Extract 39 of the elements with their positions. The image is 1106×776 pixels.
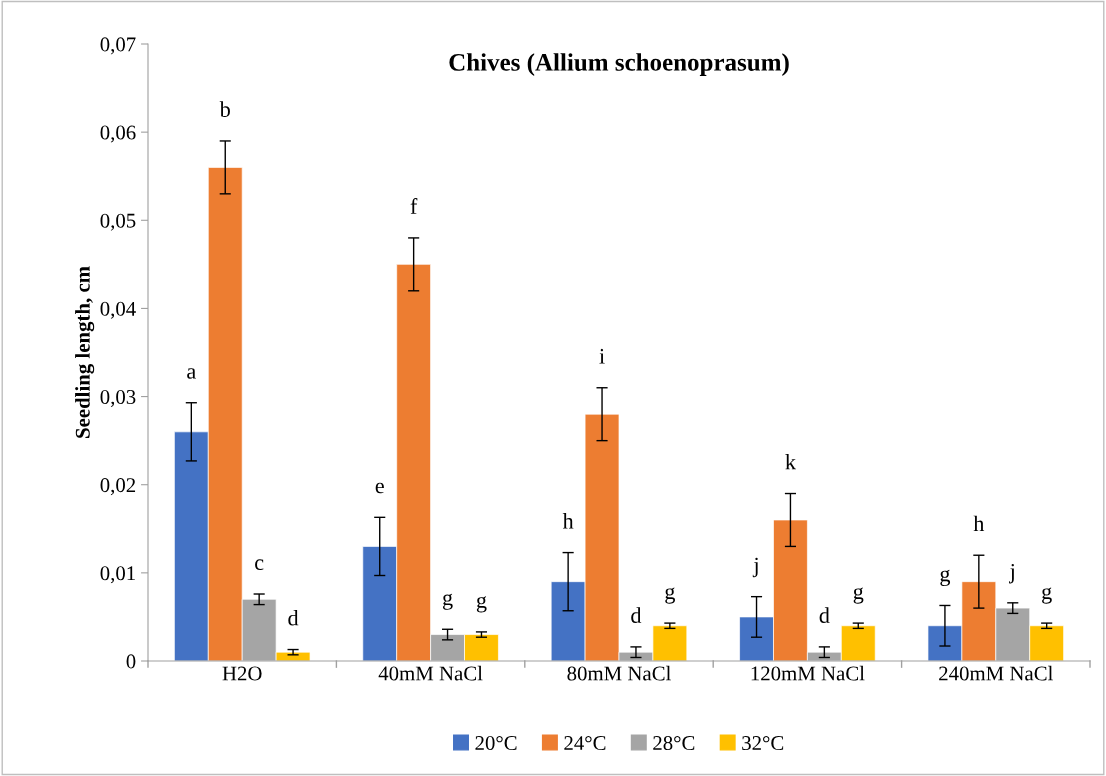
data-label: g — [665, 587, 675, 604]
x-tick-label: 40mM NaCl — [378, 665, 483, 681]
y-tick-label: 0,06 — [100, 125, 136, 143]
legend-label: 28°C — [653, 736, 695, 751]
data-label: g — [940, 569, 951, 587]
data-label: j — [752, 557, 758, 578]
x-tick-label: 120mM NaCl — [751, 665, 865, 681]
y-tick-label: 0,07 — [100, 37, 136, 55]
legend-label: 20°C — [475, 736, 517, 751]
data-label: d — [819, 607, 830, 623]
data-label: b — [219, 101, 230, 117]
data-label: a — [187, 368, 196, 379]
y-tick-label: 0,04 — [100, 301, 136, 319]
x-tick-label: 240mM NaCl — [939, 665, 1053, 681]
x-tick-label: H2O — [222, 666, 262, 681]
data-label: g — [476, 596, 487, 613]
data-label: d — [288, 609, 299, 626]
legend-label: 32°C — [742, 736, 784, 751]
y-tick-label: 0,01 — [100, 566, 135, 584]
data-label: i — [599, 348, 605, 364]
x-tick-label: 80mM NaCl — [567, 665, 671, 681]
data-label: e — [375, 482, 384, 494]
y-tick-label: 0 — [126, 654, 136, 669]
data-label: h — [973, 515, 985, 532]
data-label: d — [631, 607, 642, 623]
data-label: h — [562, 512, 574, 529]
data-label: g — [1042, 587, 1052, 604]
y-tick-label: 0,02 — [100, 478, 136, 496]
data-label: g — [853, 587, 864, 604]
y-axis-title: Seedling length, cm — [75, 266, 95, 438]
y-tick-label: 0,03 — [100, 389, 136, 407]
chart-title: Chives (Allium schoenoprasum) — [449, 53, 789, 76]
y-tick-label: 0,05 — [100, 213, 136, 231]
data-label: j — [1009, 563, 1014, 584]
legend-label: 24°C — [564, 736, 606, 751]
data-label: g — [442, 593, 453, 610]
data-label: f — [410, 198, 418, 214]
data-label: c — [255, 559, 264, 571]
data-label: k — [785, 453, 796, 470]
